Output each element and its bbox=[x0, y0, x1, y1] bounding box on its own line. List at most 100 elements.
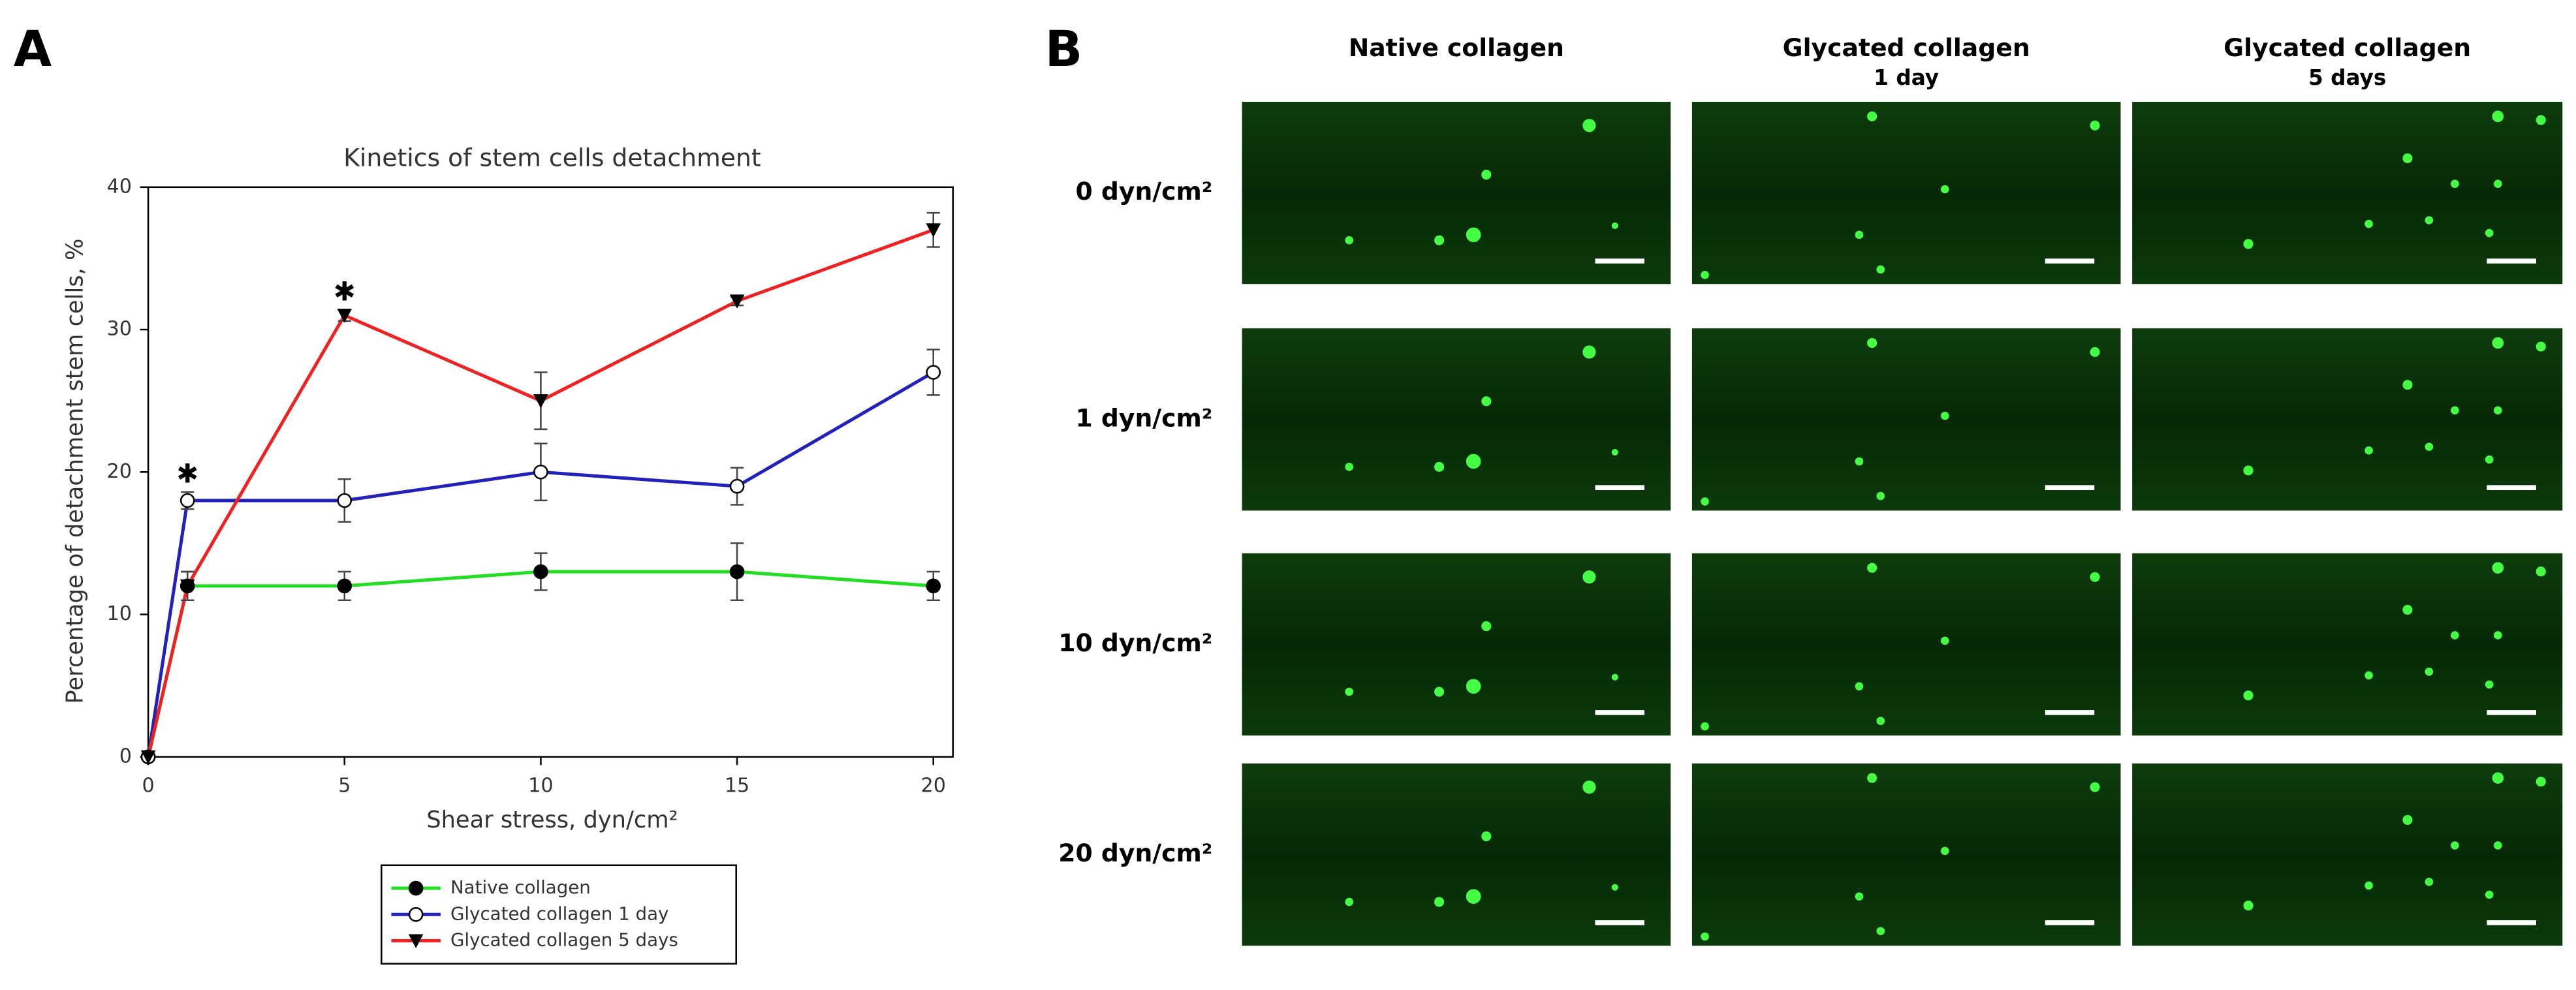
cell bbox=[1434, 897, 1445, 907]
cell bbox=[1434, 687, 1445, 697]
cell bbox=[2494, 841, 2502, 850]
cell bbox=[2243, 690, 2254, 701]
cell bbox=[2451, 631, 2459, 640]
cell bbox=[2536, 115, 2546, 125]
cell bbox=[1701, 270, 1709, 279]
legend-label: Glycated collagen 5 days bbox=[450, 929, 678, 951]
micrograph bbox=[2132, 763, 2563, 946]
cell bbox=[1611, 449, 1618, 456]
series-line bbox=[146, 570, 934, 758]
cell bbox=[1582, 119, 1596, 132]
cell bbox=[1582, 781, 1596, 794]
row-label: 20 dyn/cm² bbox=[1058, 839, 1212, 867]
marker bbox=[729, 478, 745, 494]
micrograph bbox=[1691, 763, 2121, 946]
micrograph bbox=[1691, 553, 2121, 736]
cell bbox=[2425, 878, 2434, 886]
micrograph bbox=[1242, 328, 1671, 511]
y-tick-label: 40 bbox=[107, 175, 132, 198]
x-tick-label: 15 bbox=[725, 775, 749, 797]
marker bbox=[408, 880, 424, 896]
y-tick-label: 30 bbox=[107, 318, 132, 341]
marker bbox=[337, 309, 353, 323]
cell bbox=[2402, 814, 2413, 825]
marker bbox=[926, 578, 941, 594]
marker bbox=[180, 579, 195, 594]
cell bbox=[1481, 396, 1492, 407]
cell bbox=[1855, 892, 1864, 901]
marker bbox=[408, 906, 424, 922]
cell bbox=[2485, 228, 2494, 238]
micrograph bbox=[1691, 101, 2121, 285]
cell bbox=[1481, 170, 1492, 180]
cell bbox=[2485, 890, 2494, 899]
cell bbox=[1867, 337, 1877, 348]
cell bbox=[1876, 265, 1885, 274]
marker bbox=[926, 365, 941, 380]
cell bbox=[2492, 110, 2504, 123]
cell bbox=[2492, 337, 2504, 349]
cell bbox=[2090, 782, 2100, 792]
cell bbox=[2090, 572, 2100, 582]
marker bbox=[533, 564, 548, 580]
x-tick-label: 20 bbox=[921, 775, 946, 797]
cell bbox=[2364, 446, 2373, 455]
cell bbox=[1876, 927, 1885, 936]
cell bbox=[1940, 636, 1949, 645]
cell bbox=[2243, 901, 2254, 911]
cell bbox=[1867, 563, 1877, 573]
cell bbox=[2536, 777, 2546, 787]
marker bbox=[729, 294, 745, 309]
x-axis-label: Shear stress, dyn/cm² bbox=[426, 807, 678, 833]
cell bbox=[1940, 846, 1949, 856]
marker bbox=[533, 464, 548, 480]
micrograph bbox=[1691, 328, 2121, 511]
image-grid: Native collagen Glycated collagen 1 day Gly… bbox=[1058, 33, 2563, 946]
cell bbox=[1701, 722, 1709, 731]
cell bbox=[1876, 491, 1885, 501]
cell bbox=[2364, 671, 2373, 680]
cell bbox=[1867, 773, 1877, 783]
cell bbox=[2402, 380, 2413, 390]
cell bbox=[1434, 235, 1445, 245]
x-tick-label: 5 bbox=[338, 775, 351, 797]
series-line bbox=[146, 371, 934, 758]
cell bbox=[1434, 461, 1445, 472]
y-tick-label: 20 bbox=[107, 460, 132, 483]
cell bbox=[1876, 717, 1885, 726]
cell bbox=[1466, 454, 1481, 469]
annotation: ✱ bbox=[176, 459, 198, 489]
micrograph bbox=[1242, 553, 1671, 736]
cell bbox=[1466, 889, 1481, 904]
marker bbox=[337, 493, 353, 508]
cell bbox=[2485, 680, 2494, 689]
cell bbox=[2425, 442, 2434, 451]
panel-label: B bbox=[1045, 20, 1083, 78]
cell bbox=[2492, 562, 2504, 574]
cell bbox=[2243, 239, 2254, 249]
plot: 0 10 20 30 40 0 5 10 15 20 Native collagen Glycated… bbox=[107, 175, 946, 950]
panel-label: A bbox=[14, 20, 52, 78]
series-line bbox=[146, 228, 934, 758]
micrograph bbox=[1242, 763, 1671, 946]
cell bbox=[2536, 341, 2546, 352]
y-tick-label: 10 bbox=[107, 602, 132, 625]
cell bbox=[2536, 566, 2546, 577]
cell bbox=[1867, 111, 1877, 121]
y-tick-label: 0 bbox=[119, 745, 132, 767]
micrograph bbox=[2132, 553, 2563, 736]
cell bbox=[1345, 463, 1354, 471]
marker bbox=[926, 223, 941, 238]
cell bbox=[2402, 153, 2413, 164]
marker bbox=[337, 578, 353, 594]
micrograph bbox=[2132, 328, 2563, 511]
cell bbox=[1611, 884, 1618, 891]
cell bbox=[2492, 772, 2504, 784]
annotation: ✱ bbox=[334, 277, 356, 307]
cell bbox=[1701, 497, 1709, 506]
marker bbox=[140, 750, 156, 765]
cell bbox=[2402, 604, 2413, 615]
cell bbox=[1481, 621, 1492, 632]
micrograph bbox=[1242, 101, 1671, 285]
column-title: Glycated collagen bbox=[2223, 33, 2471, 62]
